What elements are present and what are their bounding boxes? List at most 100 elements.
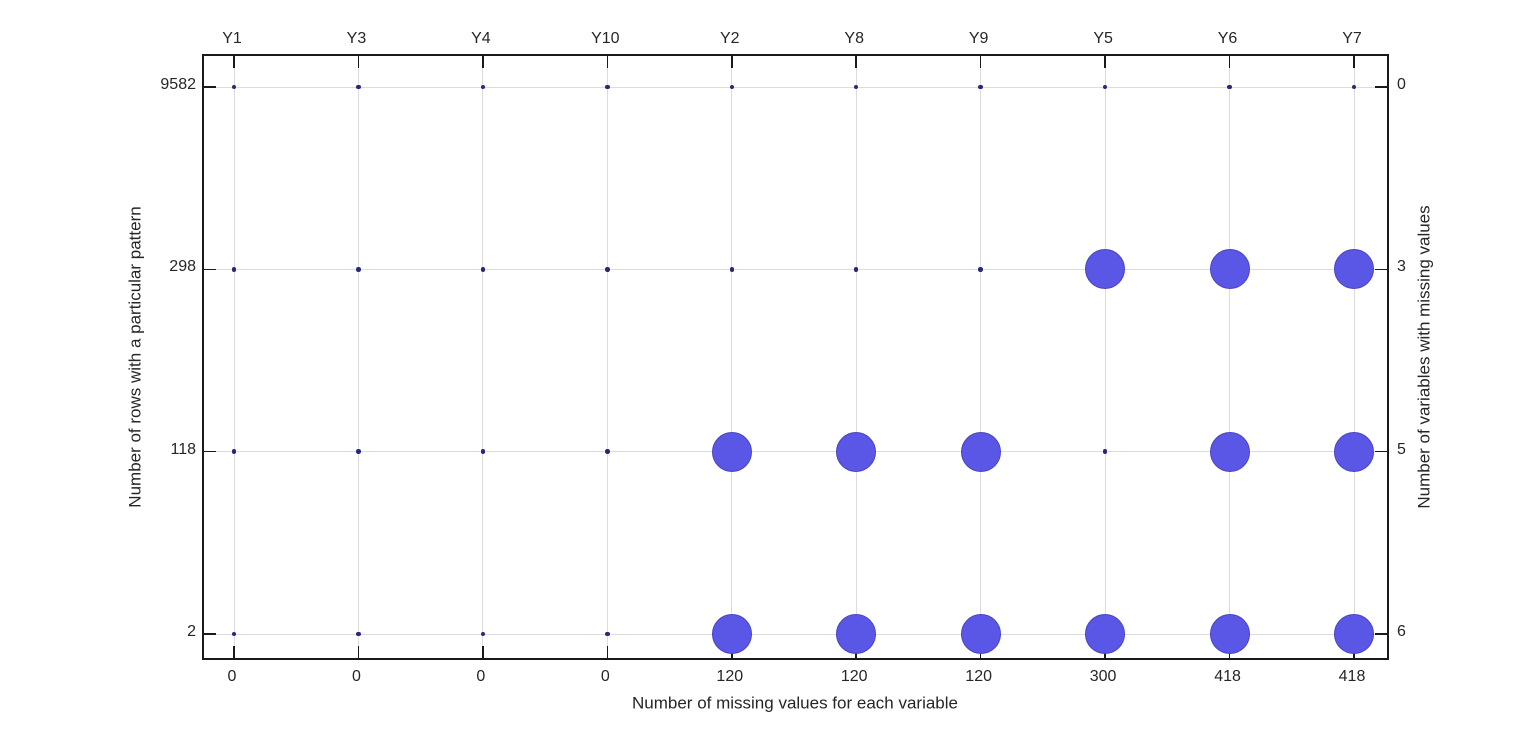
bottom-axis-tick-label: 418 <box>1338 668 1366 685</box>
missing-pattern-marker <box>1085 614 1126 654</box>
right-y-axis-title: Number of variables with missing values <box>1414 205 1434 509</box>
right-axis-tick-label: 3 <box>1397 258 1406 276</box>
observed-pattern-marker <box>1351 84 1357 90</box>
observed-pattern-marker <box>231 267 237 272</box>
top-axis-tick <box>233 56 235 68</box>
right-axis-tick-label: 6 <box>1397 623 1406 640</box>
observed-pattern-marker <box>605 631 610 637</box>
bottom-axis-tick-label: 120 <box>716 668 744 685</box>
observed-pattern-marker <box>605 84 610 90</box>
observed-pattern-marker <box>1102 449 1108 454</box>
observed-pattern-marker <box>605 449 610 454</box>
missing-pattern-marker <box>1209 614 1250 654</box>
left-axis-tick-label: 118 <box>170 440 196 458</box>
top-axis-tick-label: Y9 <box>968 30 989 47</box>
observed-pattern-marker <box>853 267 859 272</box>
left-axis-tick <box>204 633 216 635</box>
top-axis-tick-label: Y5 <box>1093 30 1113 47</box>
observed-pattern-marker <box>231 84 237 90</box>
observed-pattern-marker <box>356 449 361 454</box>
missing-pattern-marker <box>711 431 752 472</box>
top-axis-tick-label: Y6 <box>1217 30 1238 47</box>
right-axis-tick <box>1375 450 1387 453</box>
bottom-axis-tick-label: 418 <box>1214 668 1241 685</box>
bottom-axis-tick <box>606 646 609 658</box>
missing-pattern-marker <box>960 431 1001 472</box>
top-axis-tick <box>357 56 360 68</box>
top-axis-tick-label: Y8 <box>844 30 865 47</box>
missing-pattern-marker <box>1334 249 1374 290</box>
left-axis-tick <box>204 268 216 271</box>
vertical-gridline <box>482 56 484 658</box>
horizontal-gridline <box>204 633 1387 635</box>
observed-pattern-marker <box>1102 84 1108 90</box>
top-axis-tick-label: Y10 <box>591 30 620 47</box>
observed-pattern-marker <box>356 631 361 637</box>
left-y-axis-title: Number of rows with a particular pattern <box>125 206 145 508</box>
vertical-gridline <box>606 56 608 658</box>
right-axis-tick <box>1375 268 1387 271</box>
observed-pattern-marker <box>356 84 361 90</box>
right-axis-tick <box>1375 86 1387 88</box>
bottom-axis-tick-label: 0 <box>476 668 486 685</box>
top-axis-tick-label: Y4 <box>471 30 491 47</box>
left-axis-tick-label: 9582 <box>160 76 196 93</box>
missing-pattern-marker <box>960 614 1001 654</box>
vertical-gridline <box>233 56 235 658</box>
right-axis-tick <box>1375 633 1387 635</box>
observed-pattern-marker <box>978 267 983 272</box>
top-axis-tick <box>731 56 733 68</box>
x-axis-title: Number of missing values for each variab… <box>632 693 958 713</box>
missing-pattern-marker <box>1085 249 1126 290</box>
vertical-gridline <box>1104 56 1106 658</box>
observed-pattern-marker <box>729 267 735 272</box>
top-axis-tick-label: Y2 <box>719 30 740 47</box>
bottom-axis-tick-label: 120 <box>965 668 993 685</box>
bottom-axis-tick-label: 120 <box>840 668 868 685</box>
left-axis-tick <box>204 86 216 88</box>
top-axis-tick-label: Y3 <box>346 30 367 47</box>
top-axis-tick <box>482 56 484 68</box>
vertical-gridline <box>357 56 359 658</box>
observed-pattern-marker <box>729 84 735 90</box>
observed-pattern-marker <box>1227 84 1232 90</box>
bottom-axis-tick <box>233 646 235 658</box>
bottom-axis-tick-label: 0 <box>351 668 361 685</box>
plot-area <box>202 54 1389 660</box>
missing-pattern-marker <box>1209 249 1250 290</box>
left-axis-tick <box>204 450 216 453</box>
top-axis-tick <box>1353 56 1355 68</box>
bottom-axis-tick-label: 0 <box>227 668 237 685</box>
right-axis-tick-label: 0 <box>1397 76 1406 93</box>
observed-pattern-marker <box>853 84 859 90</box>
vertical-gridline <box>731 56 733 658</box>
missing-pattern-marker <box>711 614 752 654</box>
observed-pattern-marker <box>480 267 486 272</box>
missing-pattern-marker <box>1334 431 1374 472</box>
observed-pattern-marker <box>480 449 486 454</box>
missing-pattern-marker <box>1209 431 1250 472</box>
bottom-axis-tick-label: 300 <box>1089 668 1117 685</box>
observed-pattern-marker <box>978 84 983 90</box>
top-axis-tick <box>1228 56 1231 68</box>
top-axis-tick-label: Y1 <box>222 30 242 47</box>
horizontal-gridline <box>204 268 1387 270</box>
vertical-gridline <box>980 56 982 658</box>
left-axis-tick-label: 2 <box>187 623 196 640</box>
horizontal-gridline <box>204 451 1387 453</box>
observed-pattern-marker <box>605 267 610 272</box>
observed-pattern-marker <box>231 449 237 454</box>
top-axis-tick <box>979 56 982 68</box>
bottom-axis-tick <box>482 646 484 658</box>
observed-pattern-marker <box>231 631 237 637</box>
missing-pattern-marker <box>836 614 877 654</box>
top-axis-tick <box>606 56 609 68</box>
missing-pattern-marker <box>1334 614 1374 654</box>
vertical-gridline <box>1229 56 1231 658</box>
vertical-gridline <box>855 56 857 658</box>
horizontal-gridline <box>204 86 1387 88</box>
observed-pattern-marker <box>480 84 486 90</box>
bottom-axis-tick-label: 0 <box>600 668 610 685</box>
observed-pattern-marker <box>356 267 361 272</box>
